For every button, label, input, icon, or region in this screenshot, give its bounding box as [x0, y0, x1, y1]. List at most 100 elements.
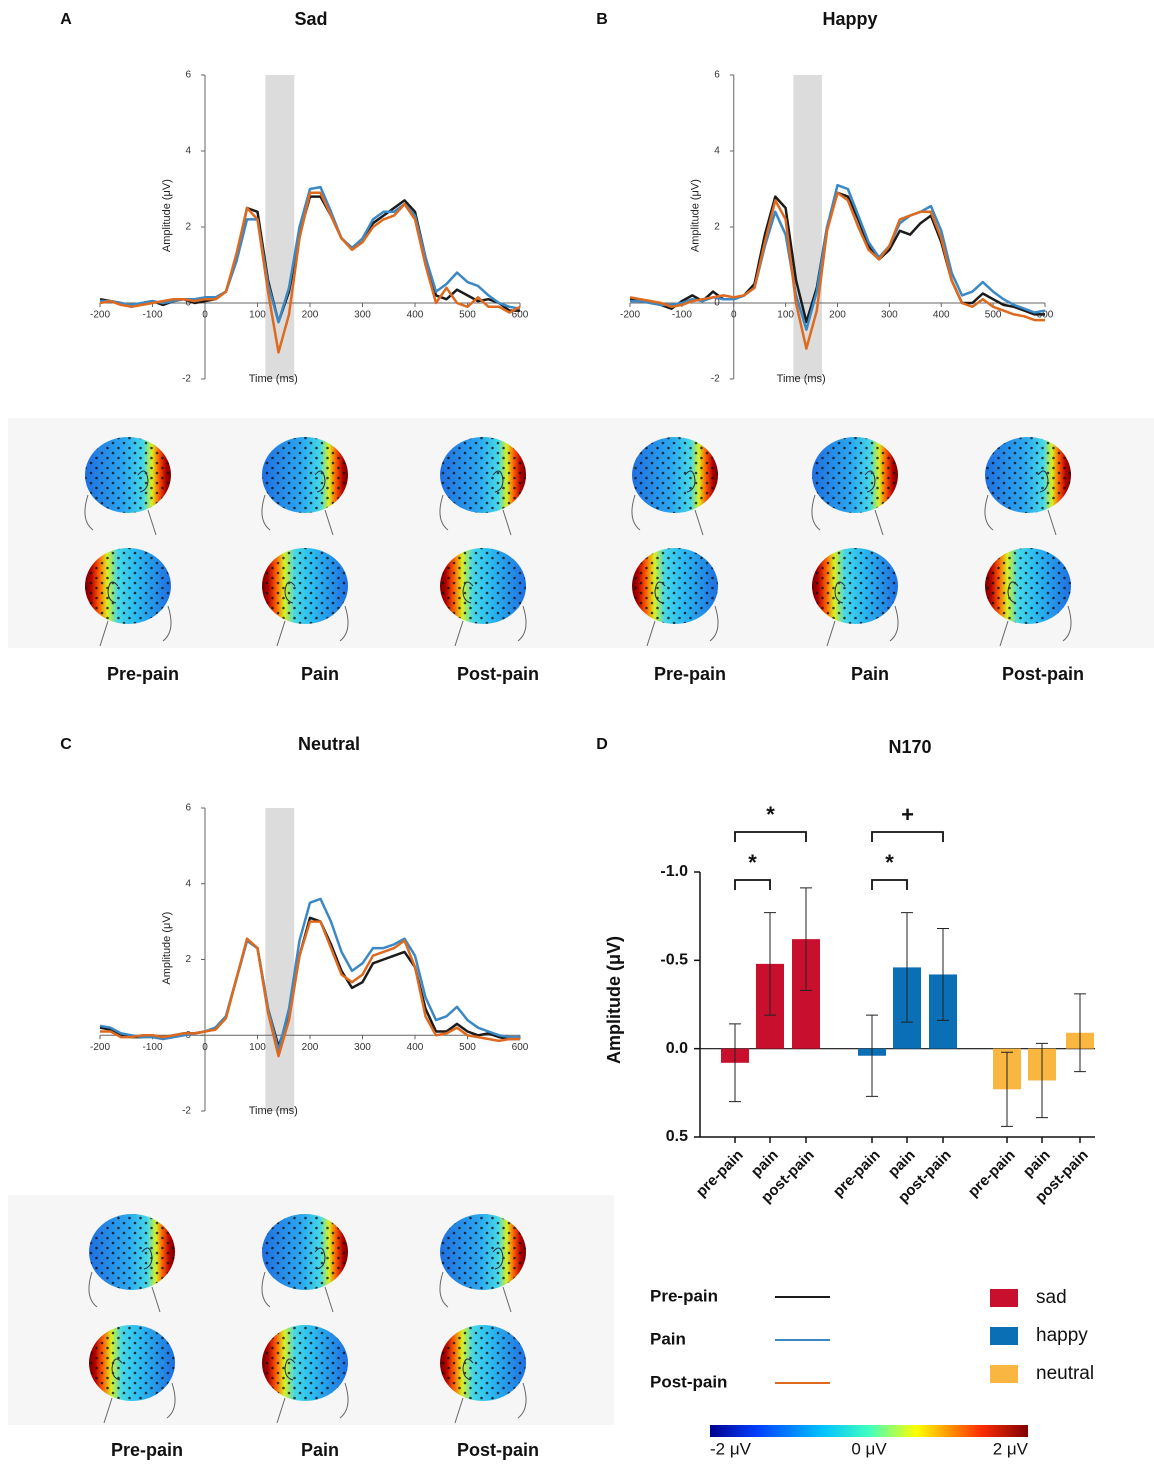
significance-bracket — [872, 832, 943, 842]
significance-mark: * — [885, 850, 894, 875]
colorbar — [710, 1425, 1028, 1437]
condition-label: Pain — [301, 1440, 339, 1460]
legend-swatch — [990, 1365, 1018, 1383]
significance-mark: * — [748, 850, 757, 875]
significance-bracket — [735, 880, 770, 890]
x-tick-label: 0 — [202, 310, 208, 321]
electrodes — [85, 437, 171, 513]
electrodes — [262, 1325, 348, 1401]
x-tick-label: -100 — [142, 1042, 162, 1053]
error-bar — [1074, 994, 1086, 1072]
y-tick-label: 4 — [714, 146, 720, 157]
condition-label: Pre-pain — [654, 664, 726, 684]
time-window — [265, 75, 294, 379]
colorbar-label: -2 μV — [710, 1439, 752, 1458]
electrodes — [440, 437, 526, 513]
topomap-background — [8, 418, 1154, 648]
legend-label: neutral — [1036, 1363, 1094, 1384]
x-tick-label: 500 — [985, 310, 1002, 321]
figure: A Sad -2 0 2 4 6 -200 -100 0 100 200 300 400 500 600 Amp… — [0, 0, 1154, 1465]
x-tick-label: 500 — [459, 310, 476, 321]
x-tick-label: 300 — [354, 1042, 371, 1053]
legend-swatch — [990, 1327, 1018, 1345]
x-tick-label: -100 — [142, 310, 162, 321]
y-tick-label: 6 — [714, 70, 720, 81]
significance-bracket — [735, 832, 806, 842]
x-tick-label: -100 — [672, 310, 692, 321]
electrodes — [262, 437, 348, 513]
electrodes — [812, 548, 898, 624]
y-tick-label: 4 — [185, 878, 191, 889]
y-axis-label: Amplitude (μV) — [161, 912, 173, 985]
x-axis-label: Time (ms) — [777, 373, 826, 385]
electrodes — [985, 548, 1071, 624]
y-tick-label: 2 — [714, 222, 720, 233]
y-tick-label: 2 — [185, 954, 191, 965]
error-bar — [866, 1015, 878, 1096]
electrodes — [89, 1325, 175, 1401]
panel-letter: B — [596, 11, 608, 28]
y-axis-label: Amplitude (μV) — [161, 179, 173, 252]
x-tick-label: 0 — [731, 310, 737, 321]
y-tick-label: 0.5 — [666, 1128, 688, 1145]
condition-label: Post-pain — [457, 1440, 539, 1460]
x-tick-label: -200 — [90, 310, 110, 321]
y-tick-label: -0.5 — [660, 952, 688, 969]
legend-label: happy — [1036, 1325, 1088, 1346]
chart-title: Happy — [822, 9, 877, 29]
electrodes — [85, 548, 171, 624]
panel-letter: A — [60, 11, 72, 28]
condition-label: Post-pain — [1002, 664, 1084, 684]
y-tick-label: -1.0 — [660, 863, 688, 880]
electrodes — [262, 1214, 348, 1290]
x-tick-label: pre-pain — [965, 1147, 1019, 1201]
x-tick-label: 0 — [202, 1042, 208, 1053]
electrodes — [440, 548, 526, 624]
panel-letter: C — [60, 736, 72, 753]
legend-label: sad — [1036, 1287, 1067, 1308]
page: {"chart_data": [ {"type": "line", "panel… — [0, 0, 1154, 1465]
x-tick-label: 600 — [512, 1042, 529, 1053]
electrodes — [985, 437, 1071, 513]
x-tick-label: pain — [1020, 1147, 1054, 1181]
x-tick-label: pre-pain — [693, 1147, 747, 1201]
time-window — [265, 808, 294, 1111]
x-tick-label: pre-pain — [830, 1147, 884, 1201]
condition-label: Pre-pain — [107, 664, 179, 684]
chart-title: N170 — [888, 737, 931, 757]
x-axis-label: Time (ms) — [249, 1105, 298, 1117]
panel-letter: D — [596, 736, 608, 753]
electrodes — [440, 1214, 526, 1290]
x-tick-label: 400 — [407, 310, 424, 321]
y-tick-label: -2 — [711, 374, 720, 385]
y-tick-label: 2 — [185, 222, 191, 233]
x-tick-label: 100 — [249, 1042, 266, 1053]
significance-bracket — [872, 880, 907, 890]
condition-label: Pain — [851, 664, 889, 684]
x-tick-label: 200 — [829, 310, 846, 321]
x-tick-label: 400 — [407, 1042, 424, 1053]
significance-mark: * — [766, 802, 775, 827]
time-window — [793, 75, 822, 379]
y-tick-label: 6 — [185, 70, 191, 81]
electrodes — [89, 1214, 175, 1290]
x-tick-label: -200 — [620, 310, 640, 321]
electrodes — [262, 548, 348, 624]
y-axis-label: Amplitude (μV) — [690, 179, 702, 252]
legend-label: Pain — [650, 1329, 686, 1348]
electrodes — [632, 548, 718, 624]
y-tick-label: 4 — [185, 146, 191, 157]
x-tick-label: 300 — [881, 310, 898, 321]
colorbar-label: 2 μV — [993, 1439, 1029, 1458]
electrodes — [440, 1325, 526, 1401]
significance-mark: + — [901, 802, 914, 827]
chart-title: Neutral — [298, 734, 360, 754]
error-bar — [729, 1024, 741, 1102]
legend-swatch — [990, 1289, 1018, 1307]
chart-title: Sad — [294, 9, 327, 29]
y-tick-label: 0.0 — [666, 1040, 688, 1057]
condition-label: Pain — [301, 664, 339, 684]
condition-label: Post-pain — [457, 664, 539, 684]
x-tick-label: 500 — [459, 1042, 476, 1053]
x-tick-label: -200 — [90, 1042, 110, 1053]
